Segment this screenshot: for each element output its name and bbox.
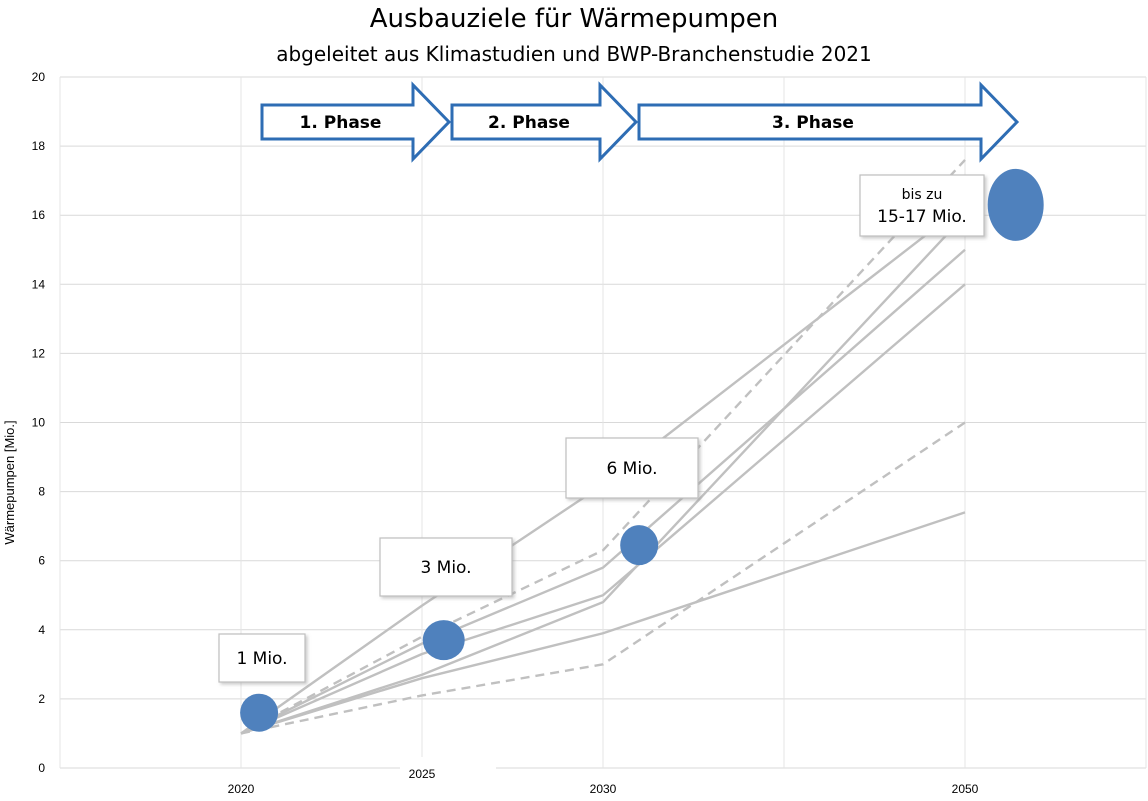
y-tick-label: 14 <box>32 277 46 291</box>
x-tick-label: 2050 <box>952 782 979 796</box>
data-marker-3 <box>620 525 659 566</box>
chart-subtitle: abgeleitet aus Klimastudien und BWP-Bran… <box>276 42 872 66</box>
series-line-5 <box>240 511 966 735</box>
x-tick-label: 2025 <box>409 767 436 781</box>
y-tick-label: 0 <box>38 761 45 775</box>
x-tick-label: 2020 <box>228 782 255 796</box>
y-tick-label: 12 <box>32 346 46 360</box>
annotation-box-2 <box>379 537 513 597</box>
phase-arrow-3 <box>637 81 1020 163</box>
annotation-label-1: 1 Mio. <box>236 649 287 669</box>
data-marker-1 <box>240 693 279 732</box>
data-marker-4 <box>987 168 1044 241</box>
annotation-box-1 <box>218 633 306 683</box>
annotation-label-4-line-2: 15-17 Mio. <box>877 207 967 227</box>
y-tick-label: 18 <box>32 139 46 153</box>
y-tick-label: 4 <box>38 623 45 637</box>
x-tick-label: 2030 <box>590 782 617 796</box>
chart-title: Ausbauziele für Wärmepumpen <box>369 4 779 34</box>
series-line-3 <box>240 283 966 735</box>
phase-arrow-2 <box>450 81 639 163</box>
y-tick-label: 2 <box>38 692 45 706</box>
y-tick-label: 20 <box>32 70 46 84</box>
data-marker-2 <box>422 620 465 661</box>
phase-label-3: 3. Phase <box>772 113 854 133</box>
phase-arrow-1 <box>260 81 452 163</box>
y-tick-label: 10 <box>32 416 46 430</box>
phase-label-2: 2. Phase <box>488 113 570 133</box>
series-line-7 <box>240 421 966 735</box>
annotation-box-4 <box>859 174 985 237</box>
y-tick-label: 16 <box>32 208 46 222</box>
annotation-box-3 <box>565 437 699 499</box>
phase-label-1: 1. Phase <box>300 113 382 133</box>
axis-break-mask <box>400 757 496 801</box>
annotation-label-2: 3 Mio. <box>420 558 471 578</box>
series-line-4 <box>240 214 966 735</box>
y-axis-label: Wärmepumpen [Mio.] <box>2 420 17 544</box>
annotation-label-4-line-1: bis zu <box>902 187 943 203</box>
y-tick-label: 6 <box>38 554 45 568</box>
annotation-label-3: 6 Mio. <box>606 459 657 479</box>
y-tick-label: 8 <box>38 485 45 499</box>
